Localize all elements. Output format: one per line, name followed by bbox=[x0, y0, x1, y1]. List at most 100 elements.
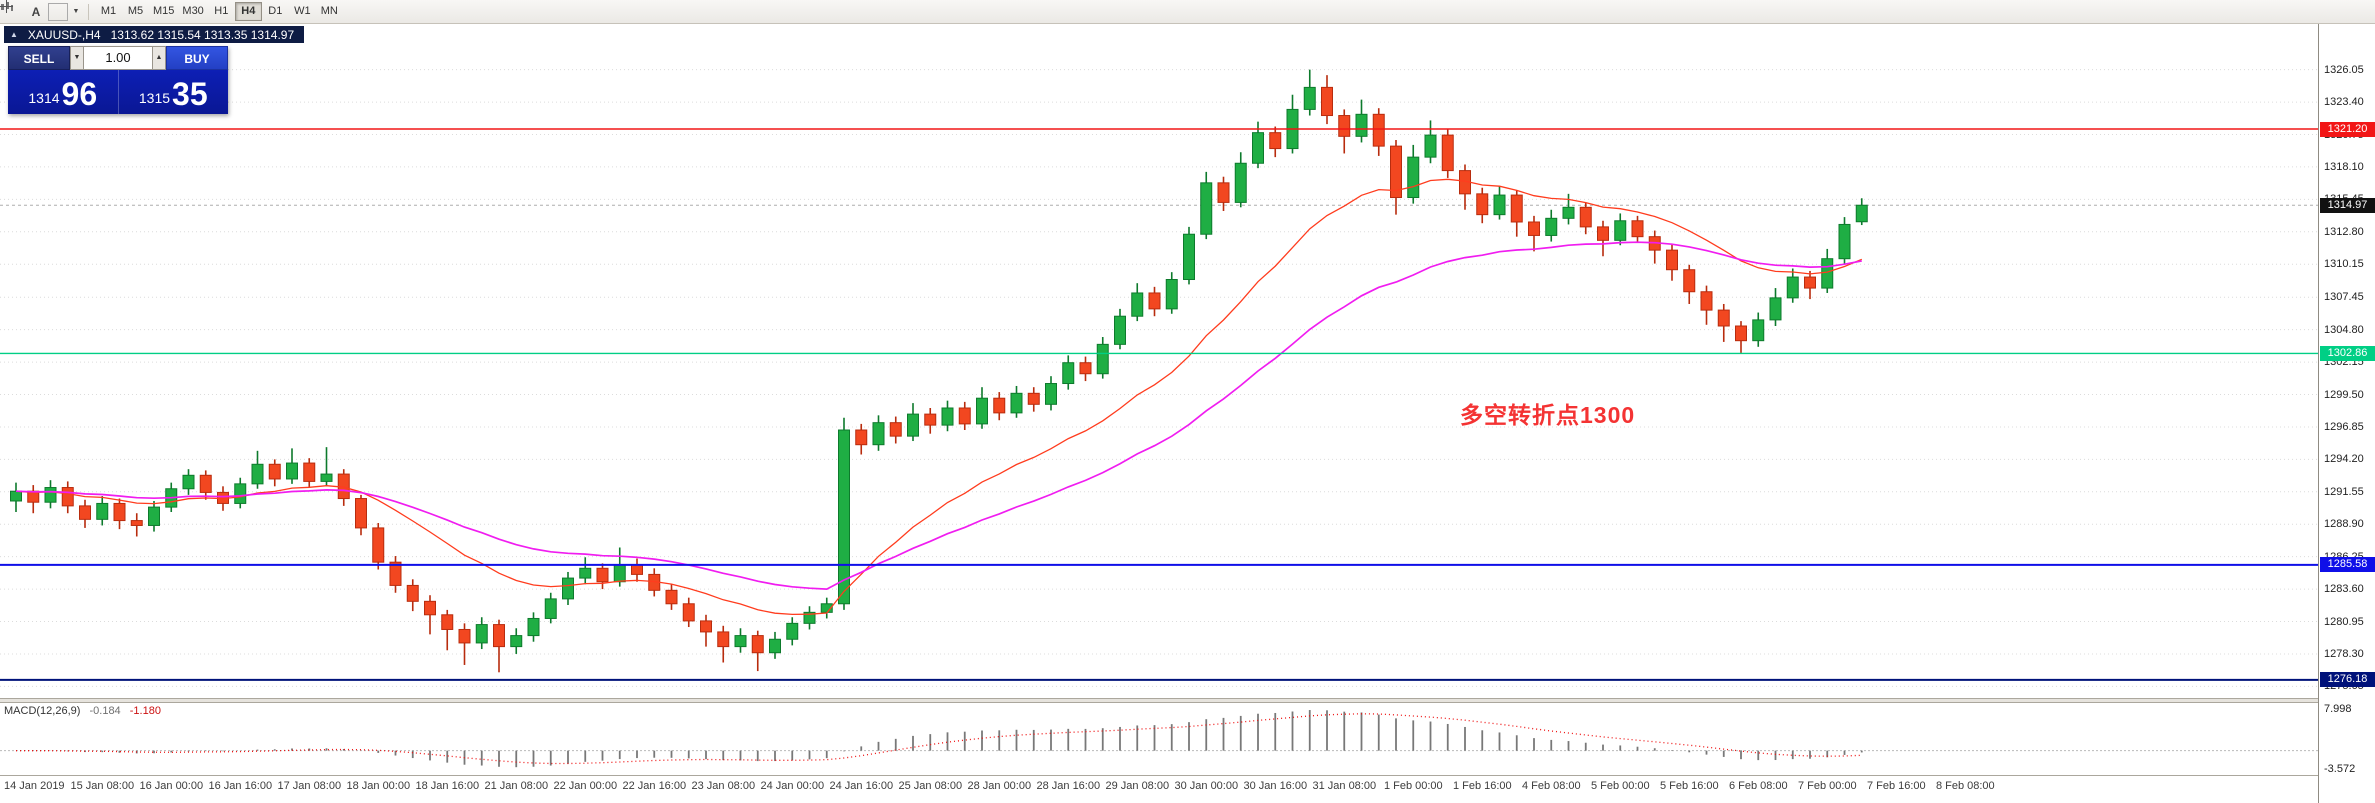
candle bbox=[1372, 108, 1385, 156]
price-chart-canvas[interactable] bbox=[0, 24, 2318, 698]
time-axis-label: 21 Jan 08:00 bbox=[484, 780, 549, 792]
pane-resize-handle[interactable] bbox=[0, 698, 2375, 703]
candle bbox=[631, 558, 643, 582]
candle bbox=[544, 592, 557, 624]
candle bbox=[130, 513, 143, 537]
timeframe-button-M5[interactable]: M5 bbox=[127, 5, 144, 17]
timeframe-button-W1[interactable]: W1 bbox=[294, 5, 311, 17]
candle bbox=[596, 563, 609, 590]
time-axis-label: 17 Jan 08:00 bbox=[277, 780, 342, 792]
tool-dropdown-button[interactable]: ▼ bbox=[70, 3, 82, 21]
candle bbox=[1752, 312, 1765, 347]
chart-title: ▲ XAUUSD-,H4 1313.62 1315.54 1313.35 131… bbox=[4, 26, 305, 43]
timeframe-button-H1[interactable]: H1 bbox=[214, 5, 229, 17]
candle bbox=[1148, 286, 1161, 317]
time-axis-label: 25 Jan 08:00 bbox=[898, 780, 963, 792]
candle bbox=[1441, 128, 1454, 178]
candle bbox=[734, 628, 747, 653]
candle bbox=[406, 579, 419, 612]
candle bbox=[182, 469, 195, 495]
volume-input[interactable]: 1.00 bbox=[84, 46, 152, 70]
candle bbox=[769, 631, 781, 659]
chart-text-annotation[interactable]: 多空转折点1300 bbox=[1460, 402, 1636, 428]
sell-button[interactable]: SELL bbox=[8, 46, 70, 70]
candle bbox=[286, 448, 298, 484]
macd-indicator-label: MACD(12,26,9) -0.184 -1.180 bbox=[4, 705, 161, 717]
candle bbox=[993, 392, 1006, 421]
timeframe-button-group: M1 M5 M15 M30 H1 H4 D1 W1 MN bbox=[95, 2, 343, 21]
macd-signal-value: -1.180 bbox=[129, 705, 161, 717]
candle bbox=[320, 447, 333, 487]
macd-main-value: -0.184 bbox=[89, 705, 121, 717]
timeframe-button-M1[interactable]: M1 bbox=[100, 5, 117, 17]
time-axis-label: 30 Jan 00:00 bbox=[1174, 780, 1239, 792]
candle bbox=[855, 423, 868, 455]
candle bbox=[1476, 187, 1489, 224]
candle bbox=[199, 470, 212, 500]
candle bbox=[700, 614, 712, 647]
price-tick-label: 1294.20 bbox=[2324, 453, 2364, 466]
timeframe-button-H4[interactable]: H4 bbox=[234, 2, 262, 21]
sell-price-pips: 96 bbox=[61, 76, 98, 112]
timeframe-button-MN[interactable]: MN bbox=[320, 5, 338, 17]
candle bbox=[1269, 126, 1282, 158]
macd-signal-line bbox=[16, 713, 1862, 765]
candle bbox=[510, 628, 523, 654]
time-axis-label: 5 Feb 16:00 bbox=[1659, 780, 1719, 792]
time-axis-label: 30 Jan 16:00 bbox=[1243, 780, 1308, 792]
time-axis-label: 28 Jan 16:00 bbox=[1036, 780, 1101, 792]
buy-button[interactable]: BUY bbox=[166, 46, 228, 70]
time-axis-label: 6 Feb 08:00 bbox=[1728, 780, 1788, 792]
candle bbox=[372, 523, 385, 570]
chart-ohlc-values: 1313.62 1315.54 1313.35 1314.97 bbox=[110, 27, 295, 42]
candle bbox=[976, 387, 988, 429]
price-axis[interactable]: 1326.051323.401320.751318.101315.451312.… bbox=[2318, 24, 2375, 803]
time-axis-label: 1 Feb 00:00 bbox=[1383, 780, 1443, 792]
time-axis-label: 16 Jan 16:00 bbox=[208, 780, 273, 792]
candle bbox=[889, 416, 902, 444]
buy-price-button[interactable]: 1315 35 bbox=[119, 70, 229, 114]
timeframe-button-M30[interactable]: M30 bbox=[182, 5, 204, 17]
candle bbox=[1010, 385, 1023, 418]
candle bbox=[268, 459, 281, 487]
crosshair-tool-button[interactable] bbox=[0, 0, 68, 21]
sell-price-button[interactable]: 1314 96 bbox=[8, 70, 119, 114]
price-tick-label: 1326.05 bbox=[2324, 63, 2364, 76]
candle bbox=[562, 571, 574, 606]
macd-indicator-pane[interactable]: MACD(12,26,9) -0.184 -1.180 bbox=[0, 703, 2318, 775]
bid-price-badge: 1314.97 bbox=[2320, 197, 2375, 213]
candle bbox=[717, 625, 730, 663]
candle bbox=[838, 417, 850, 610]
support-line-1285-price-badge: 1285.58 bbox=[2320, 557, 2375, 573]
macd-axis-label: -3.572 bbox=[2324, 763, 2356, 776]
candle bbox=[1338, 109, 1351, 154]
price-tick-label: 1312.80 bbox=[2324, 225, 2364, 238]
time-axis-label: 28 Jan 00:00 bbox=[967, 780, 1032, 792]
timeframe-button-D1[interactable]: D1 bbox=[268, 5, 283, 17]
timeframe-button-M15[interactable]: M15 bbox=[153, 5, 175, 17]
candle bbox=[424, 595, 436, 635]
price-tick-label: 1296.85 bbox=[2324, 421, 2364, 433]
chart-symbol-timeframe: XAUUSD-,H4 bbox=[27, 27, 101, 42]
candle bbox=[148, 500, 160, 532]
volume-decrease-button[interactable]: ▼ bbox=[70, 46, 84, 70]
candle bbox=[1355, 99, 1368, 143]
time-axis-label: 8 Feb 08:00 bbox=[1935, 780, 1995, 792]
candle bbox=[751, 630, 764, 672]
resistance-line-1321-price-badge: 1321.20 bbox=[2320, 121, 2375, 137]
axis-separator bbox=[0, 775, 2375, 776]
candle bbox=[941, 400, 954, 432]
candle bbox=[1597, 220, 1609, 257]
candle bbox=[907, 403, 919, 442]
text-tool-button[interactable]: A bbox=[31, 4, 41, 19]
time-axis[interactable]: 14 Jan 2019 15 Jan 08:00 16 Jan 00:00 16 Ja… bbox=[0, 776, 2318, 803]
candle bbox=[61, 481, 74, 514]
volume-increase-button[interactable]: ▲ bbox=[152, 46, 166, 70]
macd-axis-label: 7.998 bbox=[2324, 703, 2352, 716]
candle bbox=[1459, 164, 1471, 210]
time-axis-label: 22 Jan 16:00 bbox=[622, 780, 687, 792]
grid-lines bbox=[0, 69, 2318, 687]
main-chart-pane[interactable]: ▲ XAUUSD-,H4 1313.62 1315.54 1313.35 131… bbox=[0, 24, 2318, 698]
candle bbox=[1234, 152, 1247, 208]
